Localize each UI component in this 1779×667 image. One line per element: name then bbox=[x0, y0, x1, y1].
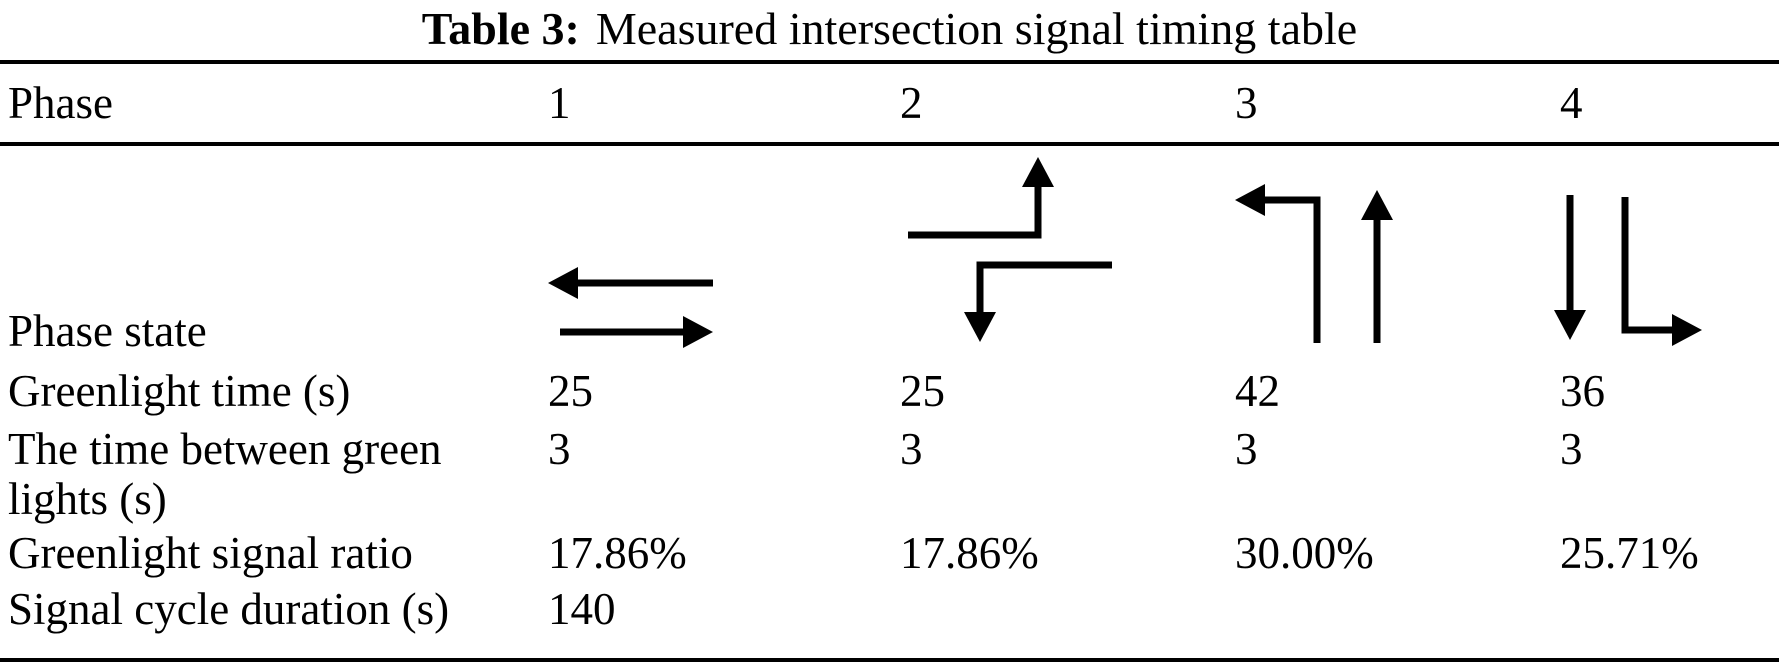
header-phase-2: 2 bbox=[900, 78, 923, 128]
table-bottom-rule bbox=[0, 658, 1779, 662]
greenlight-time-phase-4: 36 bbox=[1560, 366, 1605, 416]
row-signal-cycle-duration: Signal cycle duration (s) 140 bbox=[0, 580, 1779, 644]
row-greenlight-time: Greenlight time (s) 25 25 42 36 bbox=[0, 362, 1779, 420]
time-between-phase-1: 3 bbox=[548, 424, 571, 474]
greenlight-time-label: Greenlight time (s) bbox=[8, 366, 351, 416]
greenlight-time-phase-2: 25 bbox=[900, 366, 945, 416]
cycle-duration-label: Signal cycle duration (s) bbox=[8, 584, 450, 634]
table-header-row: Phase 1 2 3 4 bbox=[0, 64, 1779, 142]
time-between-phase-4: 3 bbox=[1560, 424, 1583, 474]
signal-ratio-phase-1: 17.86% bbox=[548, 528, 687, 578]
header-phase-1: 1 bbox=[548, 78, 571, 128]
phase-state-row-label: Phase state bbox=[8, 306, 207, 356]
signal-ratio-phase-2: 17.86% bbox=[900, 528, 1039, 578]
cycle-duration-phase-3 bbox=[1227, 580, 1552, 644]
signal-ratio-phase-3: 30.00% bbox=[1235, 528, 1374, 578]
header-phase-4: 4 bbox=[1560, 78, 1583, 128]
bottom-spacer bbox=[0, 644, 1779, 658]
signal-ratio-label: Greenlight signal ratio bbox=[8, 528, 413, 578]
header-phase-3: 3 bbox=[1235, 78, 1258, 128]
time-between-label: The time between green lights (s) bbox=[8, 424, 442, 524]
cycle-duration-phase-2 bbox=[892, 580, 1227, 644]
cycle-duration-value: 140 bbox=[548, 584, 616, 634]
greenlight-time-phase-1: 25 bbox=[548, 366, 593, 416]
time-between-phase-3: 3 bbox=[1235, 424, 1258, 474]
greenlight-time-phase-3: 42 bbox=[1235, 366, 1280, 416]
row-time-between-green-lights: The time between green lights (s) 3 3 3 … bbox=[0, 420, 1779, 524]
table-header-rule bbox=[0, 142, 1779, 146]
header-phase-label: Phase bbox=[8, 78, 113, 128]
time-between-phase-2: 3 bbox=[900, 424, 923, 474]
table-top-rule bbox=[0, 60, 1779, 64]
row-greenlight-signal-ratio: Greenlight signal ratio 17.86% 17.86% 30… bbox=[0, 524, 1779, 580]
table-caption-text: Measured intersection signal timing tabl… bbox=[595, 3, 1358, 54]
row-phase-state: Phase state bbox=[0, 146, 1779, 362]
signal-ratio-phase-4: 25.71% bbox=[1560, 528, 1699, 578]
table-caption: Table 3: Measured intersection signal tim… bbox=[0, 0, 1779, 60]
cycle-duration-phase-4 bbox=[1552, 580, 1779, 644]
table-caption-number: Table 3: bbox=[421, 3, 580, 54]
